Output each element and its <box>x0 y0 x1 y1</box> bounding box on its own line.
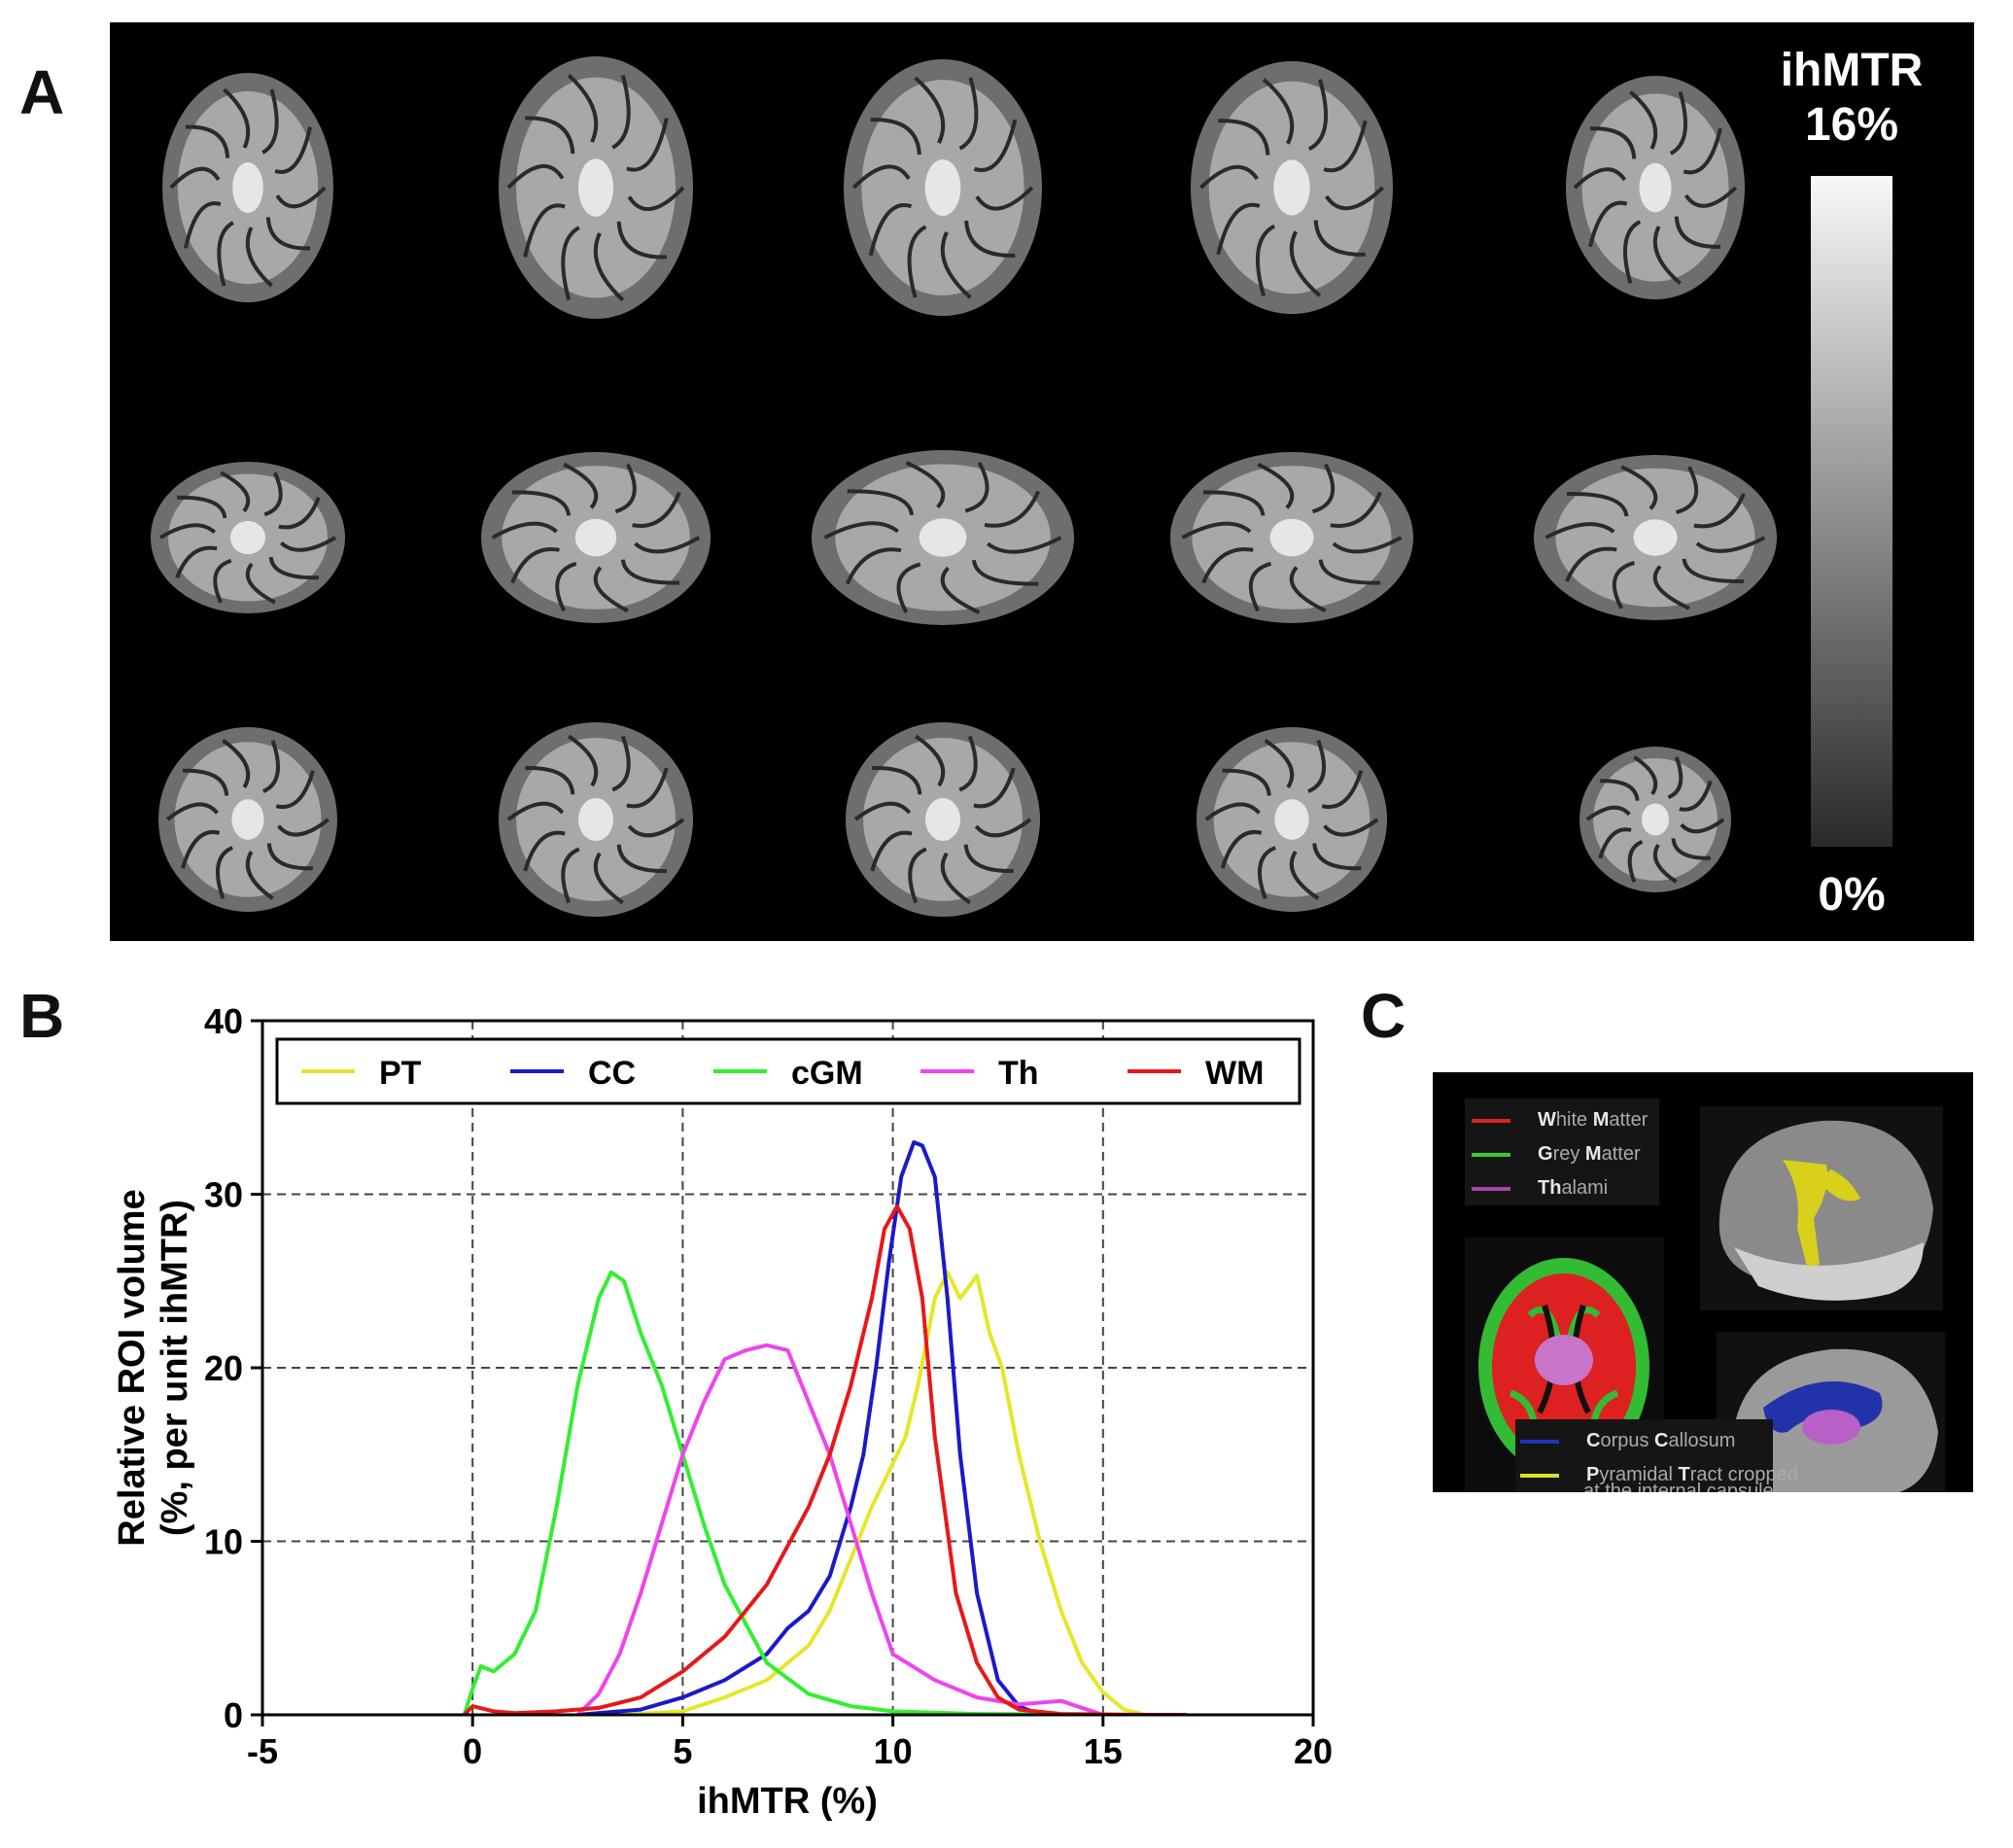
colorbar-max-label: 16% <box>1804 99 1899 151</box>
y-tick-label: 0 <box>224 1695 243 1735</box>
series-line-pt <box>619 1270 1146 1715</box>
x-axis-label: ihMTR (%) <box>697 1781 878 1822</box>
roi-panel: White Matter Grey Matter Thalami Corpus C <box>1433 1072 1973 1492</box>
brain-slice-axial-1 <box>162 73 333 302</box>
brain-slice-coronal-4 <box>1197 727 1387 912</box>
brain-slice-axial-5 <box>1566 76 1745 299</box>
panel-label-b: B <box>19 981 65 1051</box>
x-ticks: -5 0 5 10 15 20 <box>247 1715 1333 1771</box>
x-tick-label: -5 <box>247 1731 278 1771</box>
roi-legend-label: Thalami <box>1538 1177 1609 1199</box>
brain-slice-sagittal-5 <box>1534 455 1777 620</box>
panel-label-c: C <box>1361 981 1406 1051</box>
y-tick-label: 40 <box>204 1001 243 1041</box>
roi-legend-item: Thalami <box>1472 1177 1608 1200</box>
legend-item-th: Th <box>920 1055 1039 1092</box>
brain-slice-coronal-2 <box>499 722 693 917</box>
series-line-cgm <box>462 1270 1146 1715</box>
curves <box>462 1140 1188 1715</box>
series-line-th <box>575 1342 1104 1715</box>
panel-label-a: A <box>19 57 65 127</box>
y-ticks: 0 10 20 30 40 <box>204 1001 262 1735</box>
legend-item-pt: PT <box>301 1055 422 1092</box>
x-tick-label: 5 <box>673 1731 692 1771</box>
brain-slice-axial-4 <box>1191 61 1393 314</box>
brain-slice-axial-2 <box>499 56 693 319</box>
colorbar-title-line1: ihMTR <box>1780 45 1924 96</box>
legend-label: CC <box>588 1055 636 1092</box>
roi-legend-swatch <box>1520 1473 1559 1478</box>
series-line-cc <box>577 1140 1041 1715</box>
legend-label: WM <box>1205 1055 1264 1092</box>
legend-item-wm: WM <box>1128 1055 1264 1092</box>
series-line-wm <box>463 1204 1188 1715</box>
roi-legend-item: White Matter <box>1472 1109 1648 1132</box>
brain-slice-coronal-3 <box>846 722 1040 917</box>
x-tick-label: 0 <box>463 1731 482 1771</box>
roi-legend-item: Corpus Callosum <box>1520 1430 1735 1452</box>
x-tick-label: 10 <box>874 1731 913 1771</box>
brain-slice-coronal-5 <box>1579 747 1731 892</box>
brain-3d-pyramidal-image <box>1700 1106 1943 1310</box>
x-tick-label: 20 <box>1294 1731 1333 1771</box>
roi-legend-label: White Matter <box>1538 1109 1649 1131</box>
brain-slice-sagittal-3 <box>812 450 1074 625</box>
legend-label: Th <box>998 1055 1039 1092</box>
mri-panel: ihMTR 16% 0% <box>110 22 1974 941</box>
brain-slices-grid <box>151 56 1777 917</box>
legend-item-cc: CC <box>510 1055 636 1092</box>
roi-legend-label: Pyramidal Tract cropped <box>1586 1464 1798 1485</box>
brain-slice-sagittal-2 <box>481 452 711 623</box>
roi-illustrations <box>1465 1106 1945 1492</box>
brain-slice-coronal-1 <box>158 727 337 912</box>
roi-legend-label: Corpus Callosum <box>1586 1430 1736 1451</box>
colorbar-min-label: 0% <box>1818 869 1886 921</box>
roi-legend-swatch <box>1472 1186 1510 1191</box>
y-axis-label-line1: Relative ROI volume <box>112 1189 153 1546</box>
roi-legend-swatch <box>1472 1152 1510 1157</box>
y-axis-label-line2: (%, per unit ihMTR) <box>155 1200 195 1536</box>
roi-legend-label: Grey Matter <box>1538 1143 1641 1165</box>
x-tick-label: 15 <box>1084 1731 1123 1771</box>
roi-legend-swatch <box>1472 1118 1510 1123</box>
roi-legend-bottom-line3: at the internal capsule <box>1583 1481 1774 1492</box>
grid-lines <box>262 1021 1313 1715</box>
brain-slice-sagittal-4 <box>1170 452 1413 623</box>
legend-label: PT <box>379 1055 422 1092</box>
y-tick-label: 30 <box>204 1175 243 1215</box>
roi-legend-item: Grey Matter <box>1472 1143 1641 1166</box>
legend: PT CC cGM Th WM <box>275 1037 1302 1105</box>
roi-legend-item: Pyramidal Tract cropped <box>1520 1464 1798 1486</box>
y-tick-label: 20 <box>204 1348 243 1388</box>
brain-slice-axial-3 <box>844 59 1042 316</box>
colorbar-title: ihMTR 16% <box>1754 44 1949 153</box>
roi-legend-swatch <box>1520 1439 1559 1444</box>
brain-3d-callosum-image <box>1717 1332 1945 1492</box>
y-tick-label: 10 <box>204 1522 243 1562</box>
colorbar-gradient <box>1811 176 1892 847</box>
legend-item-cgm: cGM <box>713 1055 863 1092</box>
legend-label: cGM <box>791 1055 863 1092</box>
brain-slice-sagittal-1 <box>151 462 345 613</box>
